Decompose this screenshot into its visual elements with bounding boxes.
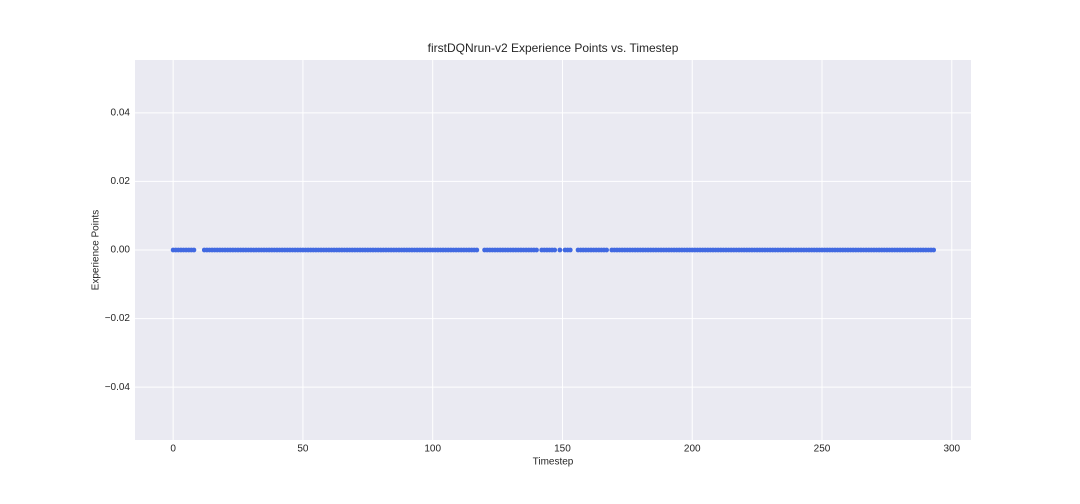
y-tick-label: 0.04 [111,107,131,118]
point [604,247,609,253]
y-tick-label: −0.02 [105,313,131,324]
y-tick-label: 0.00 [111,245,131,256]
point [567,247,573,253]
x-tick-label: 0 [170,444,176,455]
y-axis-label: Experience Points [91,210,102,291]
point [474,247,480,253]
x-tick-label: 100 [424,444,441,455]
x-tick-label: 50 [297,444,309,455]
y-tick-label: 0.02 [111,176,131,187]
point [931,247,937,253]
point [534,247,539,253]
x-tick-label: 300 [943,444,960,455]
x-axis-label: Timestep [533,457,574,468]
x-tick-label: 250 [814,444,831,455]
point [552,247,558,253]
x-tick-label: 200 [684,444,701,455]
chart-title: firstDQNrun-v2 Experience Points vs. Tim… [428,41,679,55]
y-tick-label: −0.04 [105,382,131,393]
x-tick-label: 150 [554,444,571,455]
points [170,247,937,253]
point [557,247,563,253]
point [191,247,197,253]
